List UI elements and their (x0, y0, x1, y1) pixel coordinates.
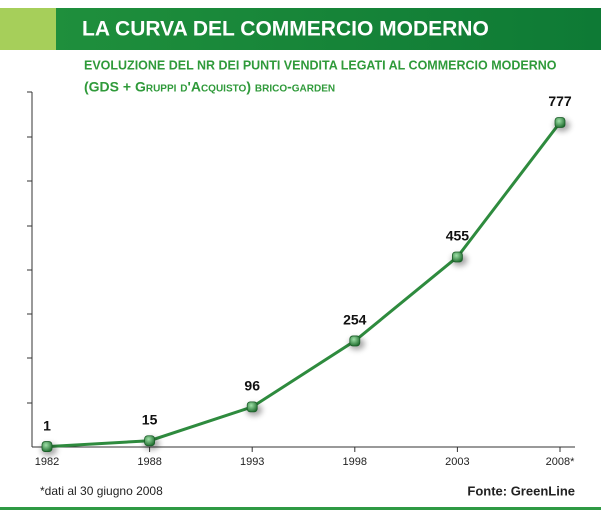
x-tick-label: 1982 (35, 456, 59, 468)
footnote: *dati al 30 giugno 2008 (40, 484, 163, 498)
footer-rule (0, 507, 601, 510)
header-accent (0, 8, 56, 50)
point (554, 117, 566, 128)
data-label: 15 (142, 411, 158, 427)
point (41, 441, 53, 452)
x-tick-label: 1988 (137, 456, 161, 468)
line-series (46, 121, 562, 449)
x-tick-label: 2008* (546, 456, 575, 468)
point (246, 401, 258, 413)
data-label: 254 (343, 312, 367, 328)
data-label: 777 (548, 93, 572, 109)
x-tick-label: 2003 (445, 456, 469, 468)
point (349, 335, 361, 347)
header-bar (56, 8, 601, 50)
data-label: 455 (446, 228, 470, 244)
x-tick-label: 1993 (240, 456, 264, 468)
chart-title: LA CURVA DEL COMMERCIO MODERNO (82, 18, 489, 41)
data-label: 1 (43, 417, 51, 433)
point (451, 251, 463, 263)
x-tick-label: 1998 (343, 456, 367, 468)
source: Fonte: GreenLine (467, 483, 575, 498)
axes (27, 91, 575, 448)
data-label: 96 (244, 378, 260, 394)
point (144, 435, 156, 447)
chart-subtitle: EVOLUZIONE DEL NR DEI PUNTI VENDITA LEGA… (84, 58, 557, 72)
chart-subtitle: (GDS + Gruppi d'Acquisto) brico-garden (84, 79, 335, 95)
